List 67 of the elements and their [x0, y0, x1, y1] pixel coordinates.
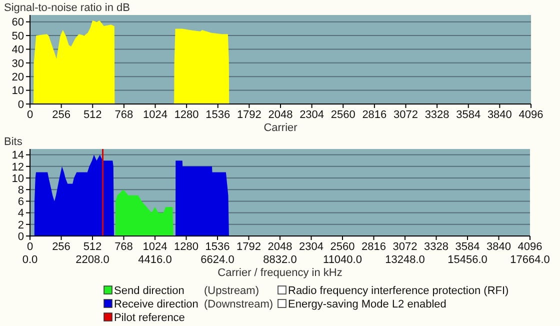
x-tick-label: 2816: [362, 241, 386, 253]
y-tick-label: 30: [12, 58, 24, 70]
x-tick-label: 2304: [300, 109, 324, 121]
x-tick-label: 2048: [268, 109, 293, 121]
x2-tick-label: 4416.0: [138, 254, 172, 266]
x2-tick-label: 8832.0: [263, 254, 297, 266]
x-tick-label: 3584: [455, 241, 480, 253]
x-tick-label: 2048: [268, 241, 292, 253]
x-tick-label: 1024: [142, 241, 168, 253]
x2-tick-label: 11040.0: [323, 254, 362, 266]
x-tick-label: 4096: [518, 241, 542, 253]
x-tick-label: 768: [114, 241, 133, 253]
text: Radio frequency interference protection (RFI): [288, 285, 509, 297]
x-tick-label: 1792: [236, 241, 261, 253]
x-tick-label: 1536: [205, 241, 230, 253]
x-tick-label: 4096: [518, 109, 544, 121]
x-tick-label: 3072: [394, 109, 418, 121]
x-tick-label: 256: [52, 241, 70, 253]
y-tick-label: 0: [18, 98, 24, 111]
x-tick-label: 3584: [456, 109, 481, 121]
y-tick-label: 50: [12, 30, 24, 42]
x-tick-label: 768: [114, 109, 134, 121]
x-tick-label: 3840: [487, 109, 512, 121]
x-tick-label: 0: [26, 241, 34, 253]
chart-title: Bits: [4, 136, 23, 148]
x-axis-title: Carrier: [264, 122, 298, 134]
x-tick-label: 1280: [174, 109, 199, 121]
x-tick-label: 2560: [330, 241, 355, 253]
y-tick-label: 10: [12, 172, 24, 185]
x-tick-label: 512: [83, 241, 102, 253]
y-tick-label: 20: [12, 71, 24, 84]
y-tick-label: 40: [12, 44, 24, 56]
x-tick-label: 2816: [362, 109, 387, 121]
y-tick-label: 0: [18, 230, 24, 243]
x-axis-title: Carrier / frequency in kHz: [218, 267, 342, 279]
text: Send direction (Upstream): [114, 285, 260, 297]
x2-tick-label: 6624.0: [200, 254, 234, 266]
x-tick-label: 2304: [299, 241, 324, 253]
x-tick-label: 256: [52, 109, 70, 121]
y-tick-label: 60: [12, 16, 24, 29]
x-tick-label: 3328: [424, 109, 450, 121]
legend-label: Pilot reference: [114, 312, 185, 324]
x2-tick-label: 2208.0: [76, 254, 110, 266]
y-tick-label: 14: [12, 150, 24, 162]
x-tick-label: 3328: [424, 241, 448, 253]
x-tick-label: 2560: [330, 109, 356, 121]
text: Energy-saving Mode L2 enabled: [288, 298, 446, 310]
y-tick-label: 4: [18, 208, 24, 220]
x2-tick-label: 17664.0: [510, 254, 550, 266]
x-tick-label: 512: [83, 109, 102, 121]
x-tick-label: 1280: [174, 241, 198, 253]
x2-tick-label: 15456.0: [448, 254, 488, 266]
x2-tick-label: 13248.0: [385, 254, 425, 266]
y-tick-label: 8: [18, 184, 24, 196]
x-tick-label: 1536: [206, 109, 230, 121]
x-tick-label: 1024: [143, 109, 168, 121]
y-tick-label: 6: [18, 196, 24, 208]
x-tick-label: 3840: [486, 241, 511, 253]
chart-title: Signal-to-noise ratio in dB: [4, 2, 130, 14]
legend-label: Receive direction (Downstream): [114, 298, 274, 310]
x-tick-label: 1792: [236, 109, 262, 121]
x-tick-label: 3072: [392, 241, 418, 253]
x-tick-label: 0: [26, 109, 34, 121]
y-tick-label: 10: [12, 85, 24, 98]
x2-tick-label: 0.0: [22, 254, 38, 266]
y-tick-label: 2: [18, 219, 24, 232]
y-tick-label: 12: [12, 161, 24, 174]
